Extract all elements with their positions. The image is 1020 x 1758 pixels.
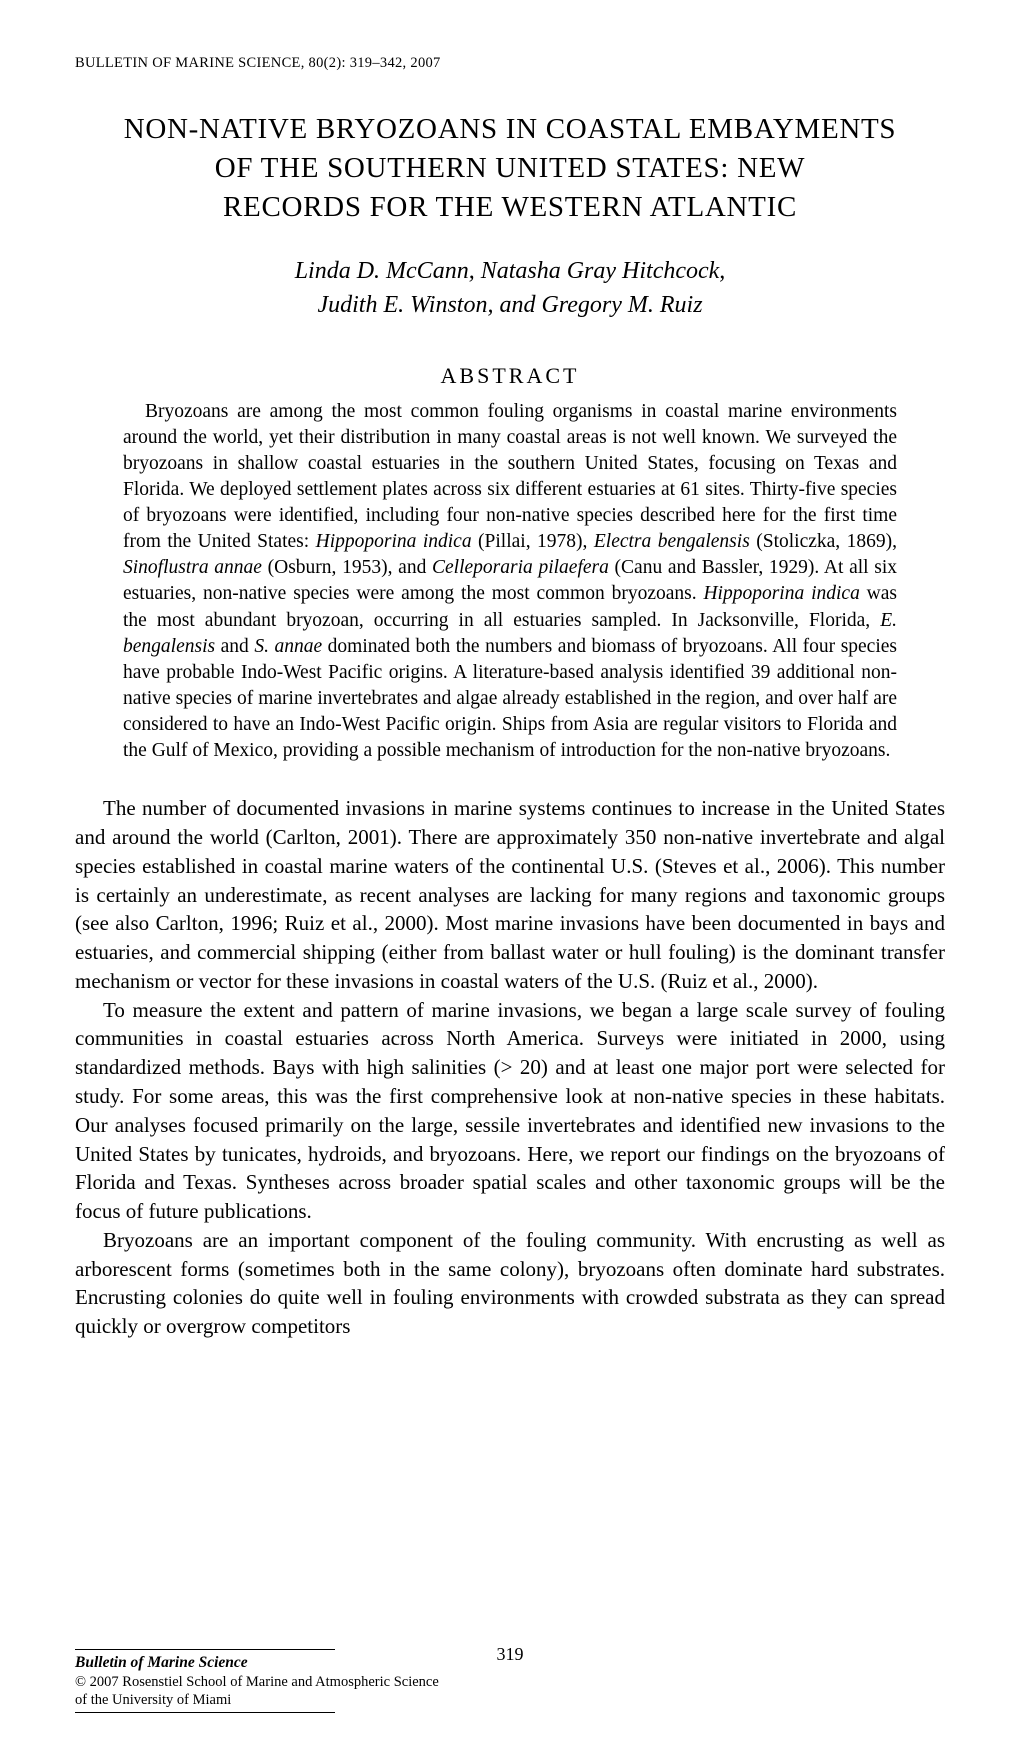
footer-copyright-1: © 2007 Rosenstiel School of Marine and A… xyxy=(75,1674,439,1690)
intro-paragraph-2: To measure the extent and pattern of mar… xyxy=(75,996,945,1226)
running-header: BULLETIN OF MARINE SCIENCE, 80(2): 319–3… xyxy=(75,55,945,72)
title-line-2: OF THE SOUTHERN UNITED STATES: NEW xyxy=(215,152,805,184)
authors-line-2: Judith E. Winston, and Gregory M. Ruiz xyxy=(317,292,702,318)
footer-block: Bulletin of Marine Science © 2007 Rosens… xyxy=(75,1649,945,1713)
footer-copyright-2: of the University of Miami xyxy=(75,1692,231,1708)
authors-block: Linda D. McCann, Natasha Gray Hitchcock,… xyxy=(75,255,945,322)
footer-rule-top xyxy=(75,1649,335,1650)
authors-line-1: Linda D. McCann, Natasha Gray Hitchcock, xyxy=(295,258,726,284)
intro-paragraph-1: The number of documented invasions in ma… xyxy=(75,794,945,995)
title-line-1: NON-NATIVE BRYOZOANS IN COASTAL EMBAYMEN… xyxy=(124,113,897,145)
article-title: NON-NATIVE BRYOZOANS IN COASTAL EMBAYMEN… xyxy=(75,110,945,227)
intro-paragraph-3: Bryozoans are an important component of … xyxy=(75,1226,945,1341)
title-line-3: RECORDS FOR THE WESTERN ATLANTIC xyxy=(223,191,797,223)
footer-rule-bottom xyxy=(75,1712,335,1713)
footer-journal-title: Bulletin of Marine Science xyxy=(75,1654,248,1671)
footer-text: Bulletin of Marine Science © 2007 Rosens… xyxy=(75,1653,945,1709)
abstract-heading: ABSTRACT xyxy=(75,363,945,389)
abstract-body: Bryozoans are among the most common foul… xyxy=(75,399,945,765)
